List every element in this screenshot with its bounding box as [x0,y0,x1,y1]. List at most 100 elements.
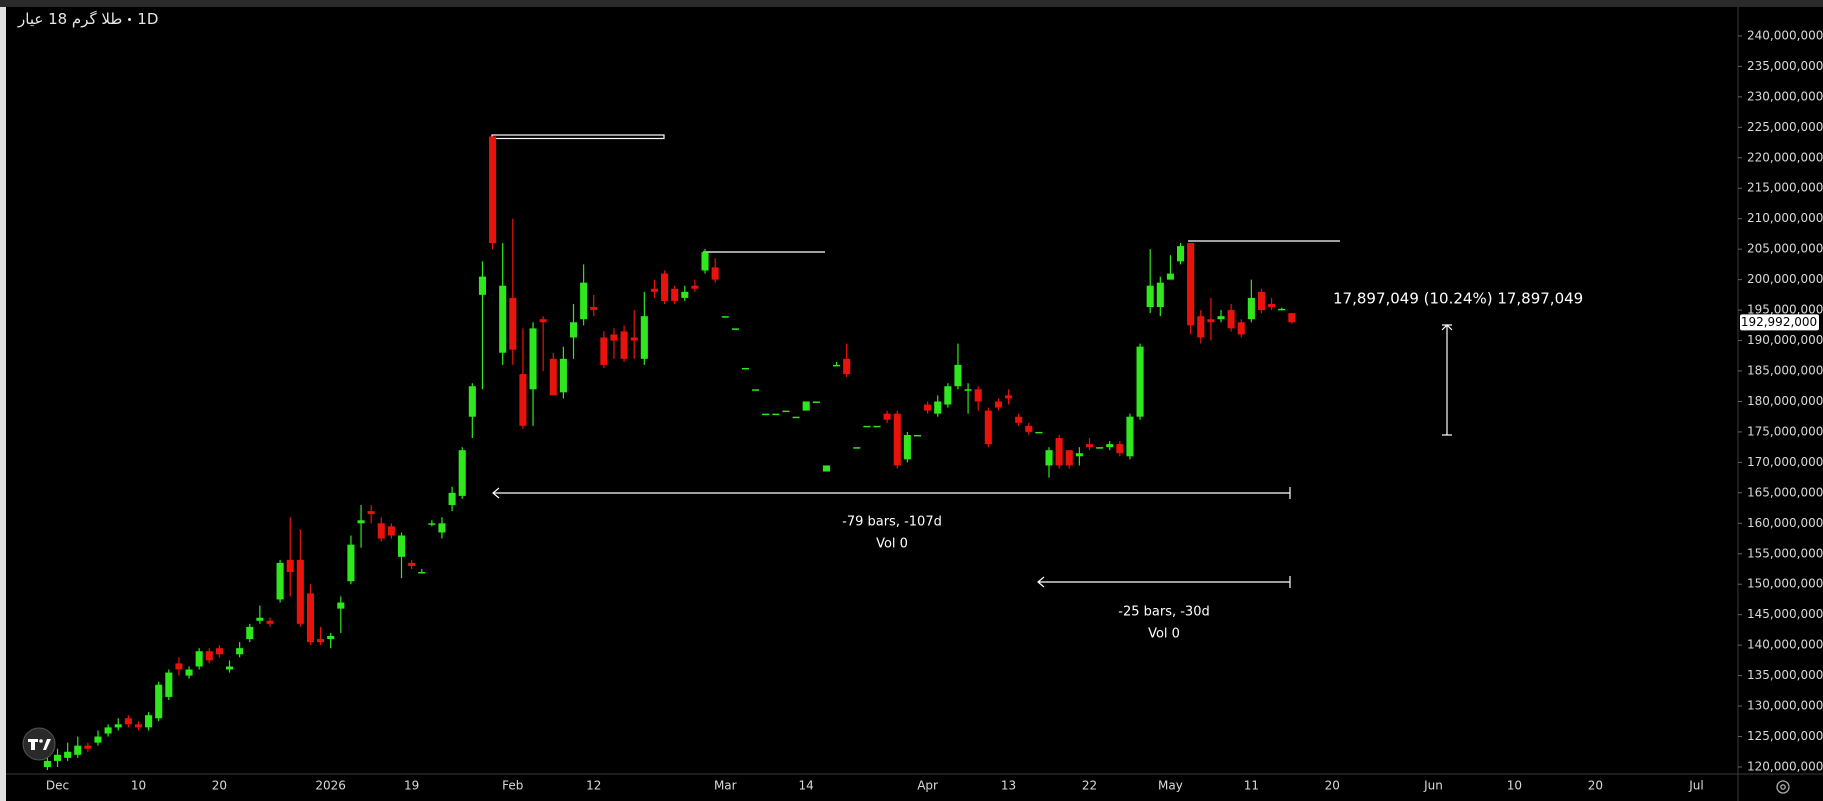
measure-label: -79 bars, -107d [842,515,942,530]
candle-body [1146,285,1154,308]
candle-body [802,401,810,411]
candle-body [509,297,517,350]
candle-body [792,416,800,419]
y-tick-label: 185,000,000 [1747,364,1823,378]
candle-body [772,413,780,416]
candle-body [337,602,345,609]
y-tick-label: 220,000,000 [1747,150,1823,164]
candle-body [94,736,102,743]
candle-body [1187,243,1195,326]
candle-body [681,291,689,298]
candle-body [428,523,436,525]
candle-body [1166,273,1174,280]
candle-body [1085,444,1094,448]
candle-body [408,562,416,566]
last-price-label: 192,992,000 [1741,315,1817,329]
y-tick-label: 200,000,000 [1747,272,1823,286]
candle-body [1197,316,1205,338]
candle-body [134,724,143,728]
y-tick-label: 225,000,000 [1747,120,1823,134]
settings-icon[interactable] [1776,780,1790,794]
candle-body [731,328,739,330]
logo[interactable] [22,727,56,761]
candle-body [640,316,648,359]
candle-body [1136,346,1144,417]
candle-body [357,520,365,524]
measure-volume: Vol 0 [876,537,908,552]
candle-body [812,401,820,403]
measure-label: -25 bars, -30d [1118,605,1209,620]
x-tick-label: Mar [714,779,737,793]
y-tick-label: 205,000,000 [1747,242,1823,256]
candle-body [1288,313,1296,323]
y-tick-label: 155,000,000 [1747,546,1823,560]
candle-body [863,425,871,428]
candle-body [822,465,830,472]
candle-body [873,425,881,428]
candle-body [296,559,304,624]
candle-body [124,718,132,725]
y-tick-label: 130,000,000 [1747,699,1823,713]
x-tick-label: 14 [799,779,814,793]
candle-body [1015,416,1023,423]
candle-body [438,523,446,533]
candle-body [620,331,628,359]
price-range-label: 17,897,049 (10.24%) 17,897,049 [1333,290,1583,308]
candle-body [104,727,112,734]
candle-body [64,751,72,758]
x-tick-label: May [1158,779,1183,793]
measure-volume: Vol 0 [1148,627,1180,642]
candle-body [266,620,274,624]
left-border [0,7,6,801]
candle-body [1207,319,1215,323]
candle-body [529,328,537,390]
candle-body [782,410,790,413]
candle-body [924,404,932,411]
candle-body [549,358,557,396]
x-tick-label: Apr [917,779,938,793]
x-tick-label: 20 [1588,779,1603,793]
candle-body [650,288,658,292]
candle-body [367,511,375,515]
candle-body [489,136,497,244]
candle-body [954,364,962,387]
y-tick-label: 175,000,000 [1747,424,1823,438]
x-tick-label: Jun [1423,779,1443,793]
candle-body [893,413,901,466]
y-tick-label: 240,000,000 [1747,28,1823,42]
x-tick-label: 10 [131,779,146,793]
chart-title: طلا گرم 18 عیار 1D [18,10,158,28]
candle-body [752,389,760,391]
candle-body [590,307,598,311]
x-tick-label: 10 [1507,779,1522,793]
x-tick-label: Feb [502,779,523,793]
candle-body [1096,447,1104,449]
candle-body [1035,431,1043,434]
candle-body [448,492,456,506]
candle-body [833,364,841,367]
candle-body [1106,444,1114,448]
candle-body [1116,444,1124,454]
candle-body [1257,291,1266,311]
candle-body [286,559,294,573]
candle-body [1156,282,1164,308]
candle-body [114,724,122,728]
candle-body [246,626,254,640]
candle-body [701,252,709,271]
candle-body [205,651,213,661]
candle-body [1025,425,1033,432]
x-tick-label: 20 [212,779,227,793]
candle-body [1268,303,1276,308]
candle-body [185,669,193,676]
candle-body [1065,450,1073,466]
candle-body [903,434,911,460]
candle-body [853,447,861,449]
candle-body [458,450,466,496]
candle-body [1237,322,1245,335]
y-tick-label: 150,000,000 [1747,577,1823,591]
candle-body [559,358,567,393]
candle-body [661,273,669,301]
candle-body [630,337,638,341]
candles [43,136,1296,771]
